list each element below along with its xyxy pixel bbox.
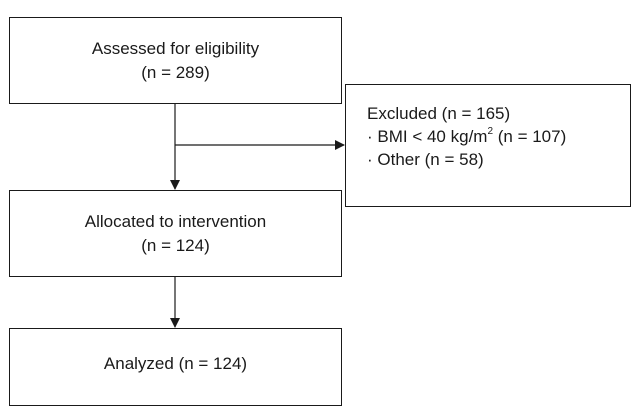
flow-diagram: Assessed for eligibility (n = 289) Exclu…: [9, 17, 631, 406]
assessed-count: (n = 289): [141, 62, 210, 82]
excluded-bmi-item: · BMI < 40 kg/m2 (n = 107): [367, 125, 630, 148]
allocated-box: Allocated to intervention (n = 124): [9, 190, 342, 277]
excluded-box: Excluded (n = 165) · BMI < 40 kg/m2 (n =…: [345, 84, 631, 207]
allocated-count: (n = 124): [141, 235, 210, 255]
bmi-superscript: 2: [487, 126, 494, 138]
connectors: [170, 104, 345, 328]
analyzed-box: Analyzed (n = 124): [9, 328, 342, 406]
assessed-box: Assessed for eligibility (n = 289): [9, 17, 342, 104]
allocated-label: Allocated to intervention: [84, 211, 267, 231]
excluded-other-item: · Other (n = 58): [367, 150, 484, 169]
analyzed-label: Analyzed (n = 124): [103, 353, 248, 373]
bmi-count: (n = 107): [493, 127, 567, 146]
bmi-prefix: · BMI < 40 kg/m: [367, 127, 488, 146]
excluded-label: Excluded (n = 165): [367, 104, 511, 123]
assessed-label: Assessed for eligibility: [91, 38, 260, 58]
